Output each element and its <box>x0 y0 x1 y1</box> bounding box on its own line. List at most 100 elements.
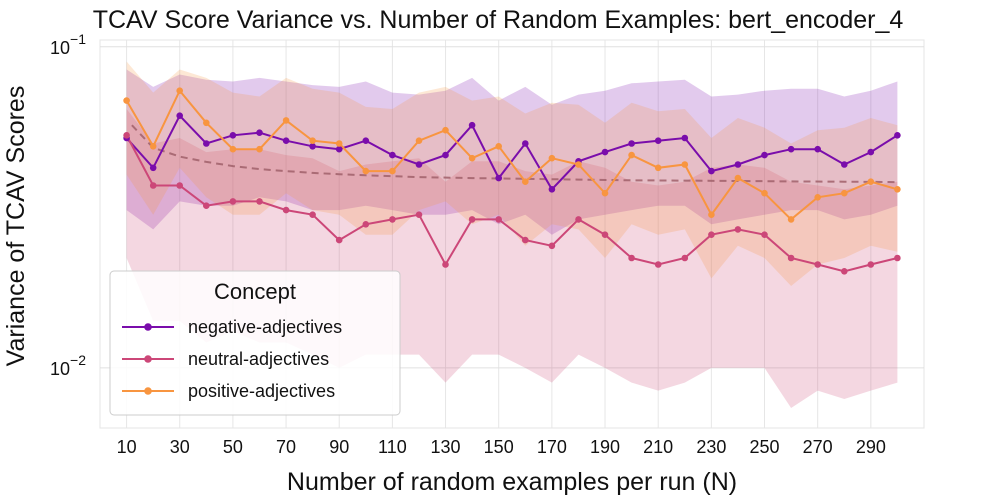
point-neutral-adjectives <box>814 261 821 268</box>
x-tick-label: 10 <box>117 437 137 457</box>
point-neutral-adjectives <box>681 254 689 262</box>
point-negative-adjectives <box>415 161 423 168</box>
series-lines <box>125 88 898 273</box>
point-neutral-adjectives <box>495 216 503 223</box>
point-positive-adjectives <box>176 87 183 94</box>
point-neutral-adjectives <box>123 132 130 139</box>
point-positive-adjectives <box>575 161 582 168</box>
point-negative-adjectives <box>282 137 290 144</box>
point-neutral-adjectives <box>761 231 768 238</box>
point-positive-adjectives <box>841 189 848 197</box>
point-negative-adjectives <box>814 145 821 153</box>
point-neutral-adjectives <box>654 261 662 268</box>
line-neutral-adjectives <box>125 134 898 273</box>
legend-marker-neutral-adjectives <box>144 355 152 363</box>
point-positive-adjectives <box>256 145 263 153</box>
point-neutral-adjectives <box>628 254 635 262</box>
x-axis-label: Number of random examples per run (N) <box>287 468 737 496</box>
point-positive-adjectives <box>628 151 635 159</box>
point-neutral-adjectives <box>548 242 556 250</box>
x-tick-label: 190 <box>590 437 620 457</box>
point-positive-adjectives <box>335 140 343 147</box>
point-neutral-adjectives <box>468 216 476 223</box>
band-positive-adjectives <box>126 61 898 286</box>
y-axis-label: Variance of TCAV Scores <box>2 86 30 367</box>
point-positive-adjectives <box>681 161 689 168</box>
point-negative-adjectives <box>708 167 715 175</box>
trend-line <box>131 124 898 184</box>
point-negative-adjectives <box>734 161 742 168</box>
x-tick-label: 90 <box>329 437 349 457</box>
x-tick-label: 250 <box>749 437 779 457</box>
x-tick-label: 170 <box>537 437 567 457</box>
point-neutral-adjectives <box>442 261 449 268</box>
point-neutral-adjectives <box>522 236 529 244</box>
point-neutral-adjectives <box>389 216 396 223</box>
point-neutral-adjectives <box>176 182 183 189</box>
legend-marker-negative-adjectives <box>144 323 152 331</box>
x-tick-label: 70 <box>276 437 296 457</box>
point-negative-adjectives <box>654 137 662 144</box>
point-negative-adjectives <box>229 132 237 139</box>
point-negative-adjectives <box>149 164 157 172</box>
point-negative-adjectives <box>867 148 875 156</box>
point-neutral-adjectives <box>203 202 210 209</box>
point-positive-adjectives <box>601 189 609 197</box>
y-tick-label: 10−1 <box>50 31 86 58</box>
point-negative-adjectives <box>176 112 183 119</box>
line-positive-adjectives <box>125 88 898 221</box>
x-tick-label: 210 <box>643 437 673 457</box>
point-neutral-adjectives <box>362 221 370 228</box>
point-neutral-adjectives <box>841 268 848 275</box>
point-positive-adjectives <box>734 174 742 182</box>
point-neutral-adjectives <box>734 226 742 233</box>
point-neutral-adjectives <box>787 254 795 262</box>
point-positive-adjectives <box>761 189 768 197</box>
legend-label-neutral-adjectives: neutral-adjectives <box>188 349 329 369</box>
point-negative-adjectives <box>256 129 263 136</box>
legend-label-positive-adjectives: positive-adjectives <box>188 381 335 401</box>
legend-title: Concept <box>214 279 296 304</box>
point-negative-adjectives <box>362 137 370 144</box>
point-negative-adjectives <box>389 151 396 159</box>
point-positive-adjectives <box>203 119 210 127</box>
point-positive-adjectives <box>442 126 449 134</box>
point-negative-adjectives <box>468 121 476 129</box>
point-negative-adjectives <box>335 145 343 153</box>
point-neutral-adjectives <box>256 198 263 205</box>
point-positive-adjectives <box>654 164 662 172</box>
point-positive-adjectives <box>894 186 901 193</box>
legend-items: negative-adjectives neutral-adjectives pos… <box>122 317 342 401</box>
legend-marker-positive-adjectives <box>144 387 152 395</box>
point-negative-adjectives <box>628 140 635 147</box>
x-tick-label: 230 <box>696 437 726 457</box>
point-neutral-adjectives <box>149 182 157 189</box>
point-neutral-adjectives <box>415 211 423 218</box>
point-positive-adjectives <box>229 145 237 153</box>
point-positive-adjectives <box>468 154 476 162</box>
point-positive-adjectives <box>389 167 396 175</box>
point-positive-adjectives <box>495 143 503 150</box>
point-negative-adjectives <box>601 148 609 156</box>
point-positive-adjectives <box>309 137 316 144</box>
line-negative-adjectives <box>125 113 898 191</box>
legend: Concept negative-adjectives neutral-adjec… <box>109 270 401 416</box>
point-negative-adjectives <box>787 145 795 153</box>
x-axis-ticks: 10 30 50 70 90 110 130 150 170 190 210 230 250 270 290 <box>117 437 886 457</box>
point-positive-adjectives <box>522 178 529 185</box>
legend-box <box>109 270 401 416</box>
chart-title: TCAV Score Variance vs. Number of Random… <box>93 6 904 34</box>
point-positive-adjectives <box>123 97 130 104</box>
point-positive-adjectives <box>548 154 556 162</box>
x-tick-label: 110 <box>378 437 407 457</box>
point-neutral-adjectives <box>335 236 343 244</box>
point-negative-adjectives <box>681 134 689 142</box>
x-tick-label: 150 <box>484 437 514 457</box>
point-negative-adjectives <box>203 140 210 147</box>
point-neutral-adjectives <box>229 198 237 205</box>
trend-fit-line <box>131 124 898 184</box>
y-tick-label: 10−2 <box>50 352 86 379</box>
x-tick-label: 30 <box>170 437 190 457</box>
x-tick-label: 270 <box>803 437 833 457</box>
